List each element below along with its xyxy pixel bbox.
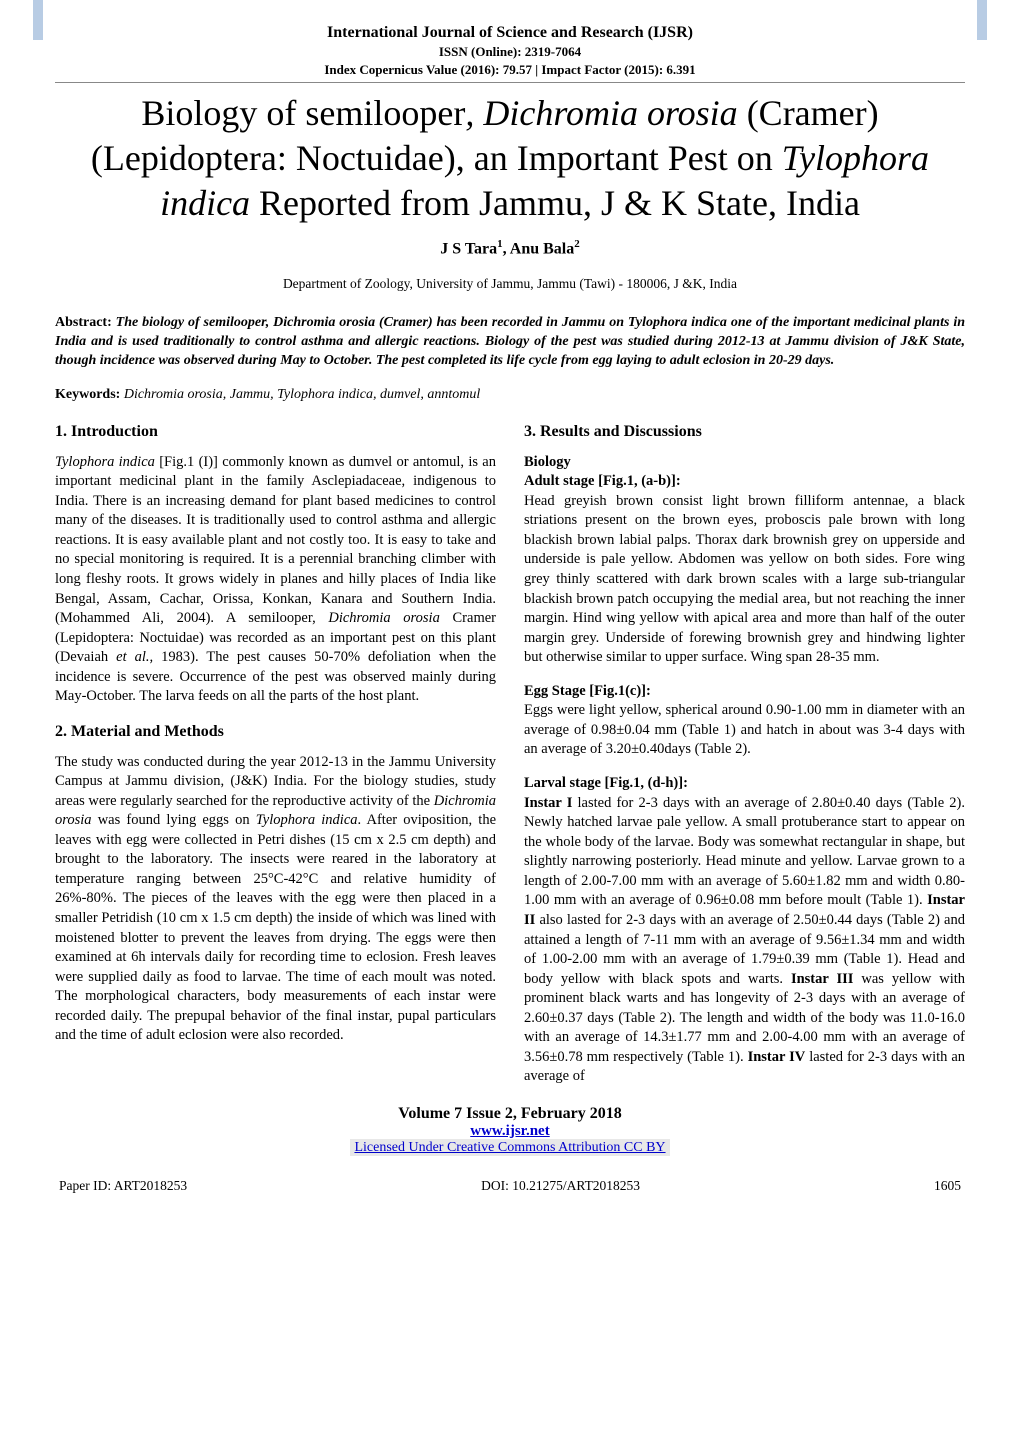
- url-line: www.ijsr.net: [55, 1123, 965, 1140]
- doi: DOI: 10.21275/ART2018253: [481, 1178, 640, 1194]
- section-1-heading: 1. Introduction: [55, 421, 496, 443]
- page-footer: Volume 7 Issue 2, February 2018 www.ijsr…: [55, 1105, 965, 1156]
- egg-stage-body: Eggs were light yellow, spherical around…: [524, 702, 965, 757]
- license-text[interactable]: Licensed Under Creative Commons Attribut…: [350, 1139, 669, 1156]
- larval-stage-block: Larval stage [Fig.1, (d-h)]: Instar I la…: [524, 774, 965, 1087]
- two-column-body: 1. Introduction Tylophora indica [Fig.1 …: [55, 421, 965, 1087]
- egg-stage-head: Egg Stage [Fig.1(c)]:: [524, 682, 965, 702]
- instar3-label: Instar III: [791, 971, 853, 987]
- s2-p1a: The study was conducted during the year …: [55, 754, 496, 809]
- volume-line: Volume 7 Issue 2, February 2018: [55, 1105, 965, 1123]
- section-2-p1: The study was conducted during the year …: [55, 753, 496, 1046]
- s2-p1e: . After oviposition, the leaves with egg…: [55, 812, 496, 1043]
- s1-p1c: Dichromia orosia: [328, 610, 439, 626]
- license-line: Licensed Under Creative Commons Attribut…: [55, 1140, 965, 1156]
- index-line: Index Copernicus Value (2016): 79.57 | I…: [55, 62, 965, 78]
- margin-bar-left: [33, 0, 43, 40]
- egg-stage-block: Egg Stage [Fig.1(c)]: Eggs were light ye…: [524, 682, 965, 760]
- s1-p1a: Tylophora indica: [55, 454, 155, 470]
- instar1-body: lasted for 2-3 days with an average of 2…: [524, 795, 965, 909]
- journal-url-link[interactable]: www.ijsr.net: [470, 1123, 549, 1139]
- journal-header: International Journal of Science and Res…: [55, 24, 965, 78]
- author-1: J S Tara: [440, 240, 497, 257]
- title-part1: Biology of semilooper: [141, 93, 465, 133]
- section-1-p1: Tylophora indica [Fig.1 (I)] commonly kn…: [55, 453, 496, 707]
- title-part5: Reported from Jammu, J & K State, India: [259, 183, 860, 223]
- bottom-bar: Paper ID: ART2018253 DOI: 10.21275/ART20…: [55, 1178, 965, 1194]
- journal-name: International Journal of Science and Res…: [55, 24, 965, 42]
- s2-p1c: was found lying eggs on: [92, 812, 256, 828]
- article-title: Biology of semilooper, Dichromia orosia …: [55, 91, 965, 226]
- header-rule: [55, 82, 965, 83]
- authors-sep: ,: [503, 240, 510, 257]
- s1-p1b: [Fig.1 (I)] commonly known as dumvel or …: [55, 454, 496, 627]
- affiliation: Department of Zoology, University of Jam…: [55, 276, 965, 292]
- keywords-label: Keywords:: [55, 387, 124, 402]
- s1-p1e: et al.,: [116, 649, 153, 665]
- author-2: Anu Bala: [510, 240, 574, 257]
- page-container: International Journal of Science and Res…: [0, 0, 1020, 1214]
- keywords-block: Keywords: Dichromia orosia, Jammu, Tylop…: [55, 387, 965, 403]
- paper-id: Paper ID: ART2018253: [59, 1178, 187, 1194]
- abstract-body: The biology of semilooper, Dichromia oro…: [55, 315, 965, 368]
- biology-subhead: Biology: [524, 453, 965, 473]
- larval-stage-head: Larval stage [Fig.1, (d-h)]:: [524, 774, 965, 794]
- abstract-label: Abstract:: [55, 315, 116, 330]
- authors-line: J S Tara1, Anu Bala2: [55, 238, 965, 258]
- adult-stage-head: Adult stage [Fig.1, (a-b)]:: [524, 472, 965, 492]
- author-2-sup: 2: [574, 238, 580, 250]
- title-part2: , Dichromia orosia: [465, 93, 746, 133]
- keywords-body: Dichromia orosia, Jammu, Tylophora indic…: [124, 387, 480, 402]
- instar1-label: Instar I: [524, 795, 572, 811]
- section-2-heading: 2. Material and Methods: [55, 721, 496, 743]
- adult-stage-block: Adult stage [Fig.1, (a-b)]: Head greyish…: [524, 472, 965, 668]
- section-3-heading: 3. Results and Discussions: [524, 421, 965, 443]
- margin-bar-right: [977, 0, 987, 40]
- page-number: 1605: [934, 1178, 961, 1194]
- s2-p1d: Tylophora indica: [256, 812, 358, 828]
- abstract-block: Abstract: The biology of semilooper, Dic…: [55, 314, 965, 371]
- instar4-label: Instar IV: [748, 1049, 806, 1065]
- issn-line: ISSN (Online): 2319-7064: [55, 44, 965, 60]
- adult-stage-body: Head greyish brown consist light brown f…: [524, 493, 965, 666]
